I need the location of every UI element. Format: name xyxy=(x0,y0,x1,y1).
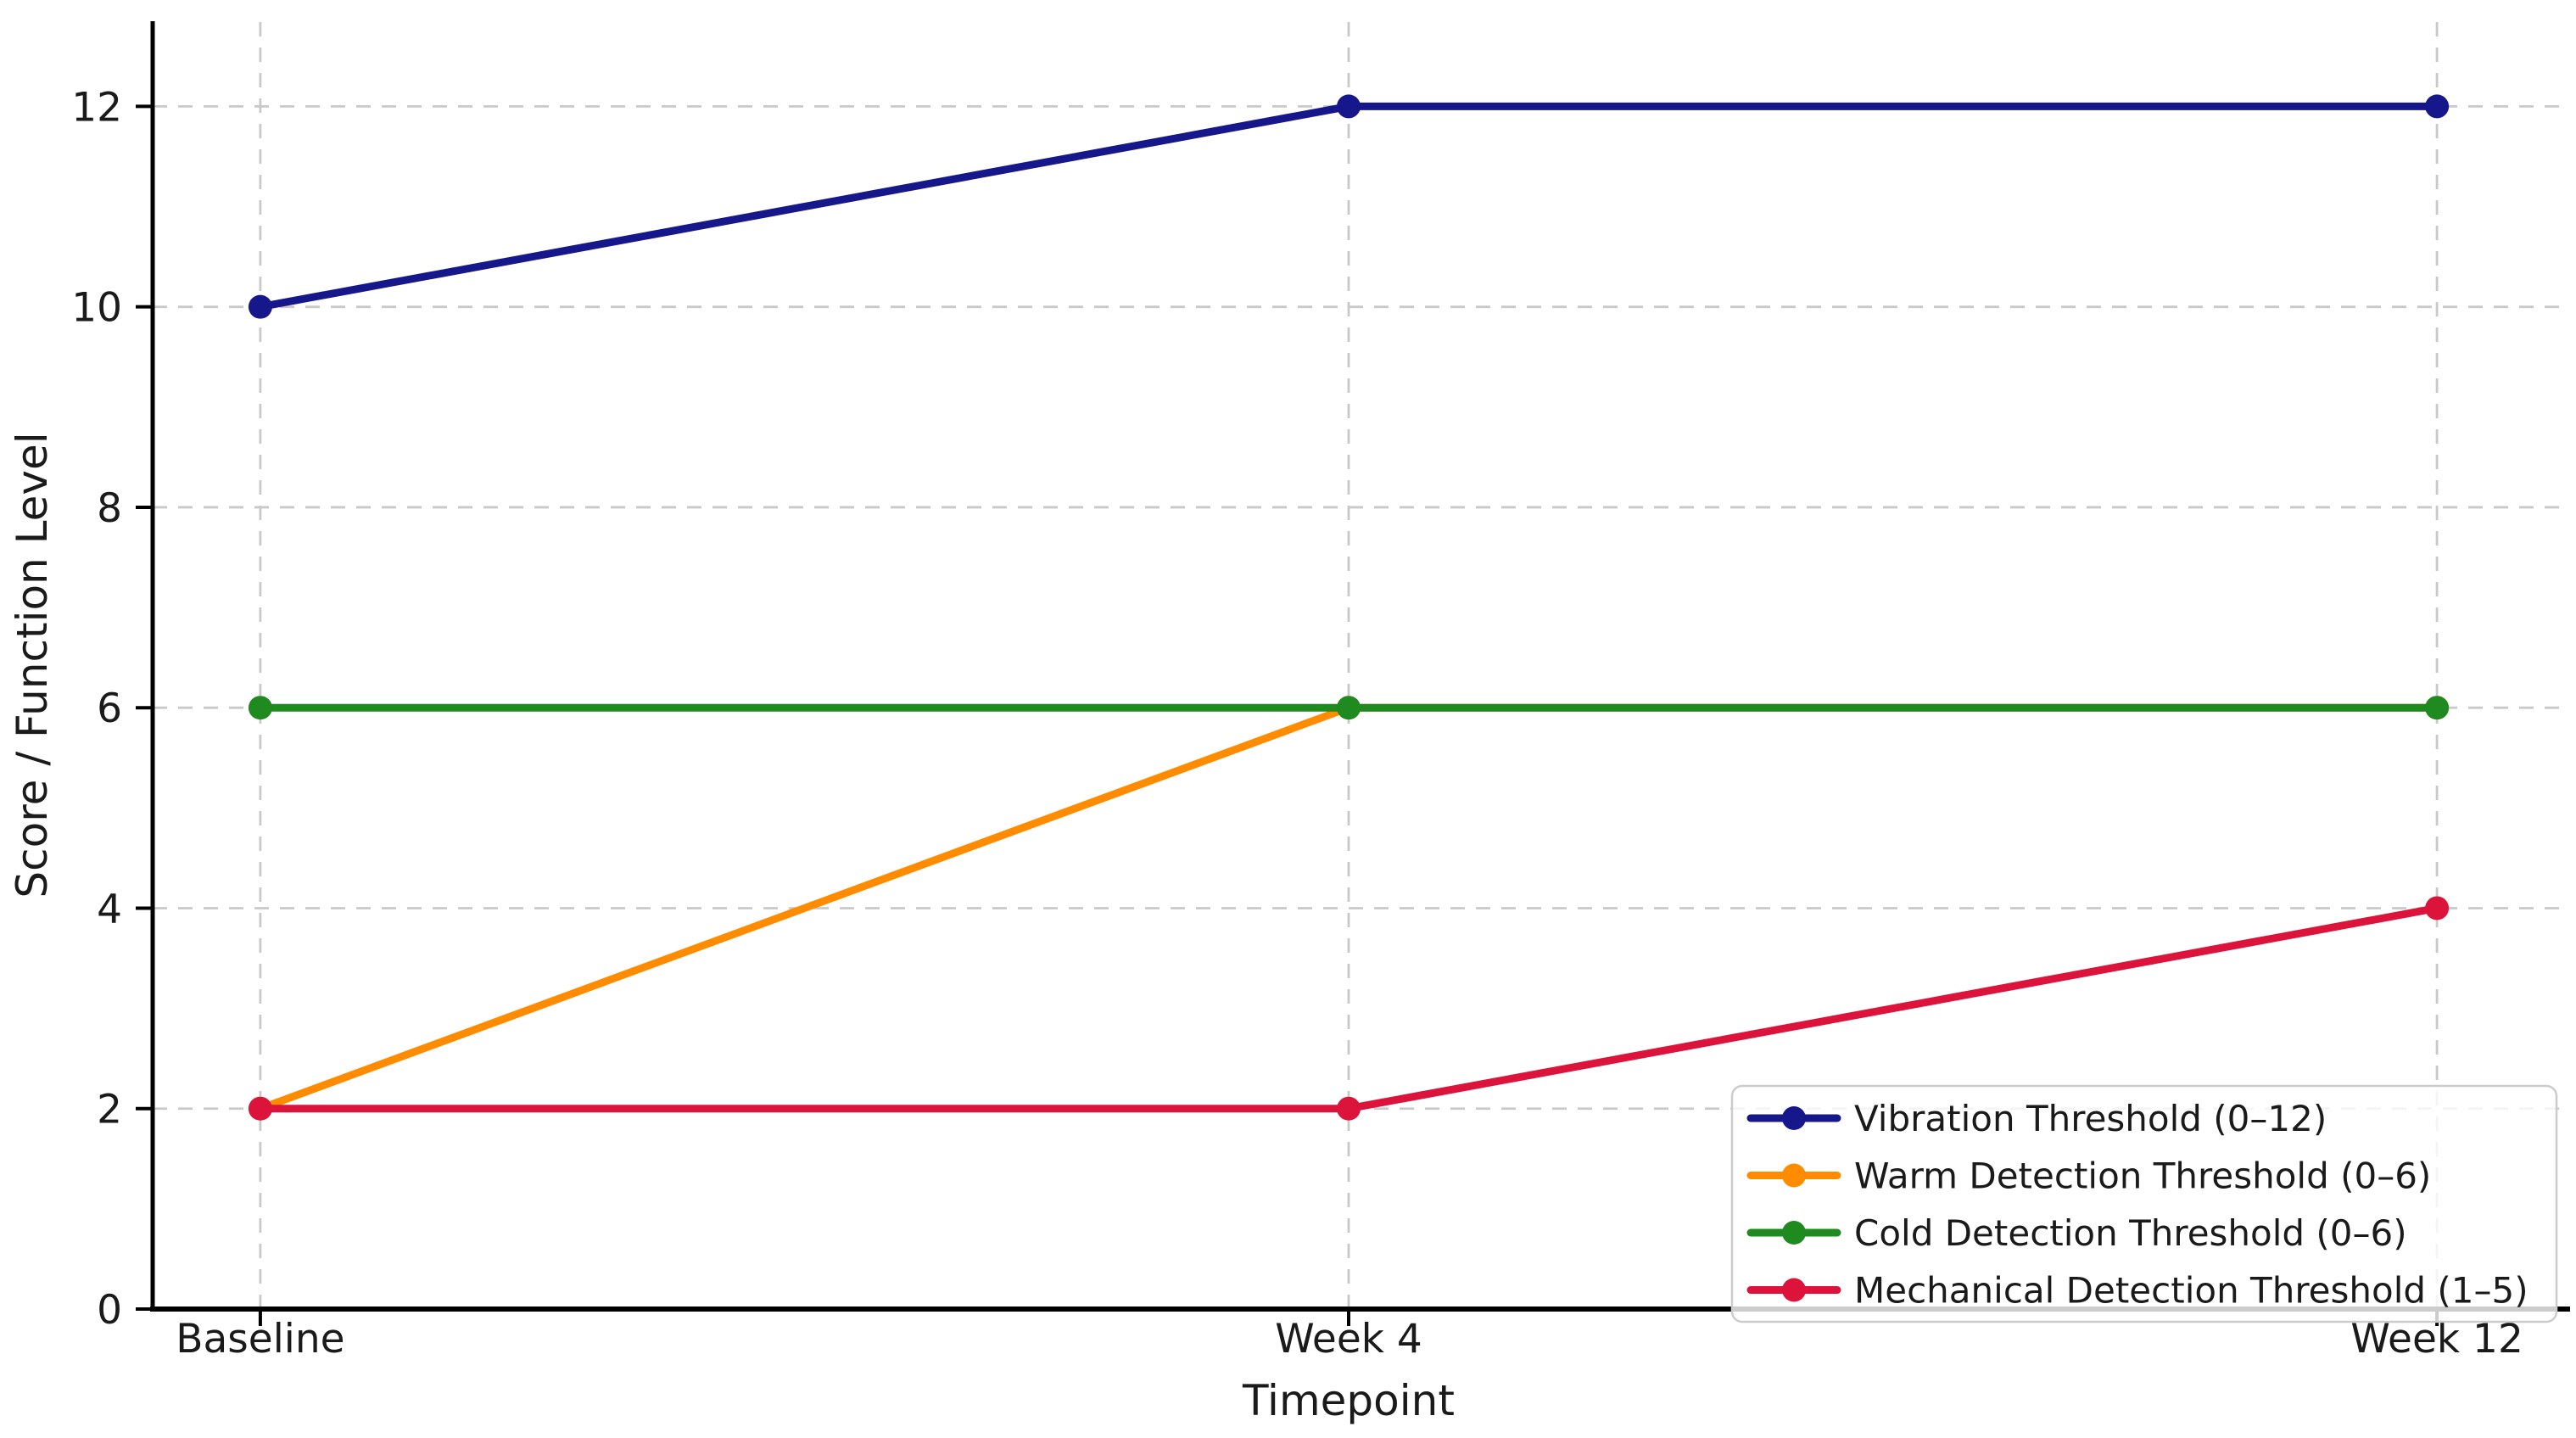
legend-label: Warm Detection Threshold (0–6) xyxy=(1854,1155,2431,1197)
legend-swatch-marker xyxy=(1782,1278,1806,1302)
data-point-marker xyxy=(1337,696,1361,720)
legend-swatch-marker xyxy=(1782,1221,1806,1245)
series-mechanical xyxy=(248,896,2450,1121)
data-point-marker xyxy=(2425,896,2450,920)
series-vibration xyxy=(248,94,2450,319)
legend-label: Cold Detection Threshold (0–6) xyxy=(1854,1212,2407,1254)
x-axis-title: Timepoint xyxy=(1242,1376,1455,1425)
y-tick-label: 2 xyxy=(97,1087,122,1133)
legend-swatch-marker xyxy=(1782,1106,1806,1130)
data-point-marker xyxy=(1337,1096,1361,1121)
legend-box xyxy=(1730,1084,2558,1323)
legend-item: Cold Detection Threshold (0–6) xyxy=(1746,1212,2407,1254)
legend-label: Mechanical Detection Threshold (1–5) xyxy=(1854,1270,2529,1312)
y-tick-label: 6 xyxy=(97,685,122,732)
data-point-marker xyxy=(248,1096,272,1121)
x-tick-label: Baseline xyxy=(176,1316,344,1362)
y-tick-label: 12 xyxy=(71,84,122,131)
data-point-marker xyxy=(248,696,272,720)
y-tick-label: 8 xyxy=(97,485,122,532)
legend-item: Vibration Threshold (0–12) xyxy=(1746,1098,2327,1139)
legend-item: Warm Detection Threshold (0–6) xyxy=(1746,1155,2431,1197)
y-tick-label: 0 xyxy=(97,1287,122,1334)
y-axis-title: Score / Function Level xyxy=(8,432,57,898)
data-point-marker xyxy=(248,294,272,319)
x-tick-label: Week 12 xyxy=(2350,1316,2523,1362)
data-point-marker xyxy=(2425,696,2450,720)
series-cold xyxy=(248,696,2450,720)
legend-label: Vibration Threshold (0–12) xyxy=(1854,1098,2327,1139)
legend-item: Mechanical Detection Threshold (1–5) xyxy=(1746,1270,2529,1312)
data-point-marker xyxy=(2425,94,2450,119)
x-tick-label: Week 4 xyxy=(1275,1316,1422,1362)
data-point-marker xyxy=(1337,94,1361,119)
legend-swatch-marker xyxy=(1782,1163,1806,1188)
legend: Vibration Threshold (0–12) Warm Detection… xyxy=(1730,1084,2558,1323)
y-tick-label: 4 xyxy=(97,886,122,932)
y-tick-label: 10 xyxy=(71,285,122,332)
series-layer xyxy=(248,94,2450,1121)
